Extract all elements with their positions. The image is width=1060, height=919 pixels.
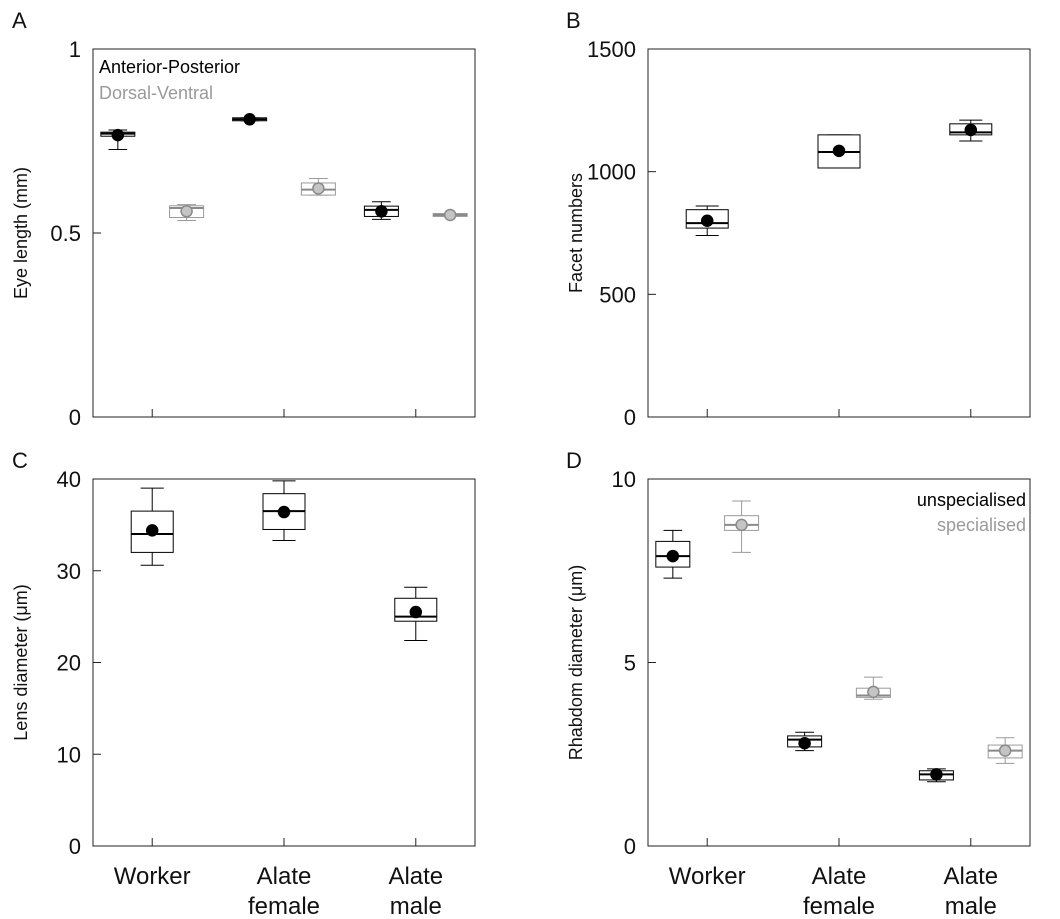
y-tick-label: 1 bbox=[69, 37, 81, 62]
mean-point bbox=[244, 114, 255, 125]
box-unspecialised-3 bbox=[919, 769, 953, 782]
x-category-label: Worker bbox=[114, 863, 191, 890]
y-tick-label: 1000 bbox=[587, 160, 636, 185]
legend-entry: Dorsal-Ventral bbox=[99, 83, 213, 103]
x-category-label: Alate male bbox=[943, 863, 998, 919]
box-dorsal-ventral-3 bbox=[433, 209, 467, 220]
y-tick-label: 0.5 bbox=[50, 221, 81, 246]
legend-entry: specialised bbox=[937, 515, 1026, 535]
y-tick-label: 0 bbox=[69, 834, 81, 859]
box-specialised-3 bbox=[988, 738, 1022, 764]
box-anterior-posterior-2 bbox=[233, 114, 267, 125]
y-axis-label: Lens diameter (μm) bbox=[11, 584, 31, 740]
mean-point bbox=[736, 519, 747, 530]
mean-point bbox=[931, 769, 942, 780]
mean-point bbox=[868, 686, 879, 697]
mean-point bbox=[799, 738, 810, 749]
y-tick-label: 0 bbox=[69, 405, 81, 430]
mean-point bbox=[147, 525, 158, 536]
box-series-3 bbox=[395, 587, 437, 640]
y-tick-label: 30 bbox=[57, 559, 81, 584]
box-series-2 bbox=[263, 481, 305, 541]
mean-point bbox=[834, 145, 845, 156]
mean-point bbox=[181, 206, 192, 217]
y-tick-label: 1500 bbox=[587, 37, 636, 62]
mean-point bbox=[1000, 745, 1011, 756]
panel-letter: A bbox=[12, 8, 27, 33]
box-anterior-posterior-1 bbox=[101, 130, 135, 150]
box-anterior-posterior-3 bbox=[364, 202, 398, 220]
y-tick-label: 10 bbox=[57, 742, 81, 767]
panel-letter: B bbox=[566, 8, 581, 33]
panel-b: B 0 500 1000 1500 Facet numbers bbox=[566, 8, 1030, 430]
y-tick-label: 500 bbox=[599, 282, 636, 307]
box-specialised-2 bbox=[856, 677, 890, 699]
y-tick-label: 5 bbox=[624, 651, 636, 676]
panel-a: A 0 0.5 1 Eye length (mm) Anterior-Posterior D… bbox=[11, 8, 475, 430]
mean-point bbox=[313, 183, 324, 194]
box-series-3 bbox=[950, 120, 992, 141]
box-series-1 bbox=[686, 206, 728, 235]
panel-letter: C bbox=[12, 448, 28, 473]
panel-d: D 0 5 10 Rhabdom diameter (μm) Worker Alate fem… bbox=[566, 448, 1030, 919]
y-axis-label: Eye length (mm) bbox=[11, 167, 31, 299]
panel-c: C 0 10 20 30 40 Lens diameter (μm) Worker Alate f… bbox=[11, 448, 475, 919]
mean-point bbox=[445, 209, 456, 220]
mean-point bbox=[279, 507, 290, 518]
box-unspecialised-1 bbox=[656, 530, 690, 578]
box-series-2 bbox=[818, 135, 860, 168]
legend-entry: Anterior-Posterior bbox=[99, 57, 240, 77]
y-axis-label: Rhabdom diameter (μm) bbox=[566, 565, 586, 760]
y-tick-label: 10 bbox=[612, 467, 636, 492]
plot-frame bbox=[648, 49, 1030, 417]
x-category-label: Alate female bbox=[803, 863, 875, 919]
legend-entry: unspecialised bbox=[917, 490, 1026, 510]
mean-point bbox=[667, 551, 678, 562]
box-dorsal-ventral-1 bbox=[170, 205, 204, 221]
x-category-label: Alate female bbox=[248, 863, 320, 919]
mean-point bbox=[702, 215, 713, 226]
y-tick-label: 0 bbox=[624, 405, 636, 430]
box-unspecialised-2 bbox=[788, 732, 822, 750]
y-tick-label: 40 bbox=[57, 467, 81, 492]
box-series-1 bbox=[131, 488, 173, 565]
x-category-label: Worker bbox=[669, 863, 746, 890]
y-tick-label: 0 bbox=[624, 834, 636, 859]
y-tick-label: 20 bbox=[57, 651, 81, 676]
mean-point bbox=[112, 130, 123, 141]
plot-frame bbox=[93, 49, 475, 417]
x-category-label: Alate male bbox=[388, 863, 443, 919]
mean-point bbox=[965, 124, 976, 135]
box-dorsal-ventral-2 bbox=[301, 179, 335, 196]
panel-letter: D bbox=[566, 448, 582, 473]
box-specialised-1 bbox=[725, 501, 759, 552]
y-axis-label: Facet numbers bbox=[566, 173, 586, 293]
mean-point bbox=[376, 206, 387, 217]
mean-point bbox=[410, 607, 421, 618]
